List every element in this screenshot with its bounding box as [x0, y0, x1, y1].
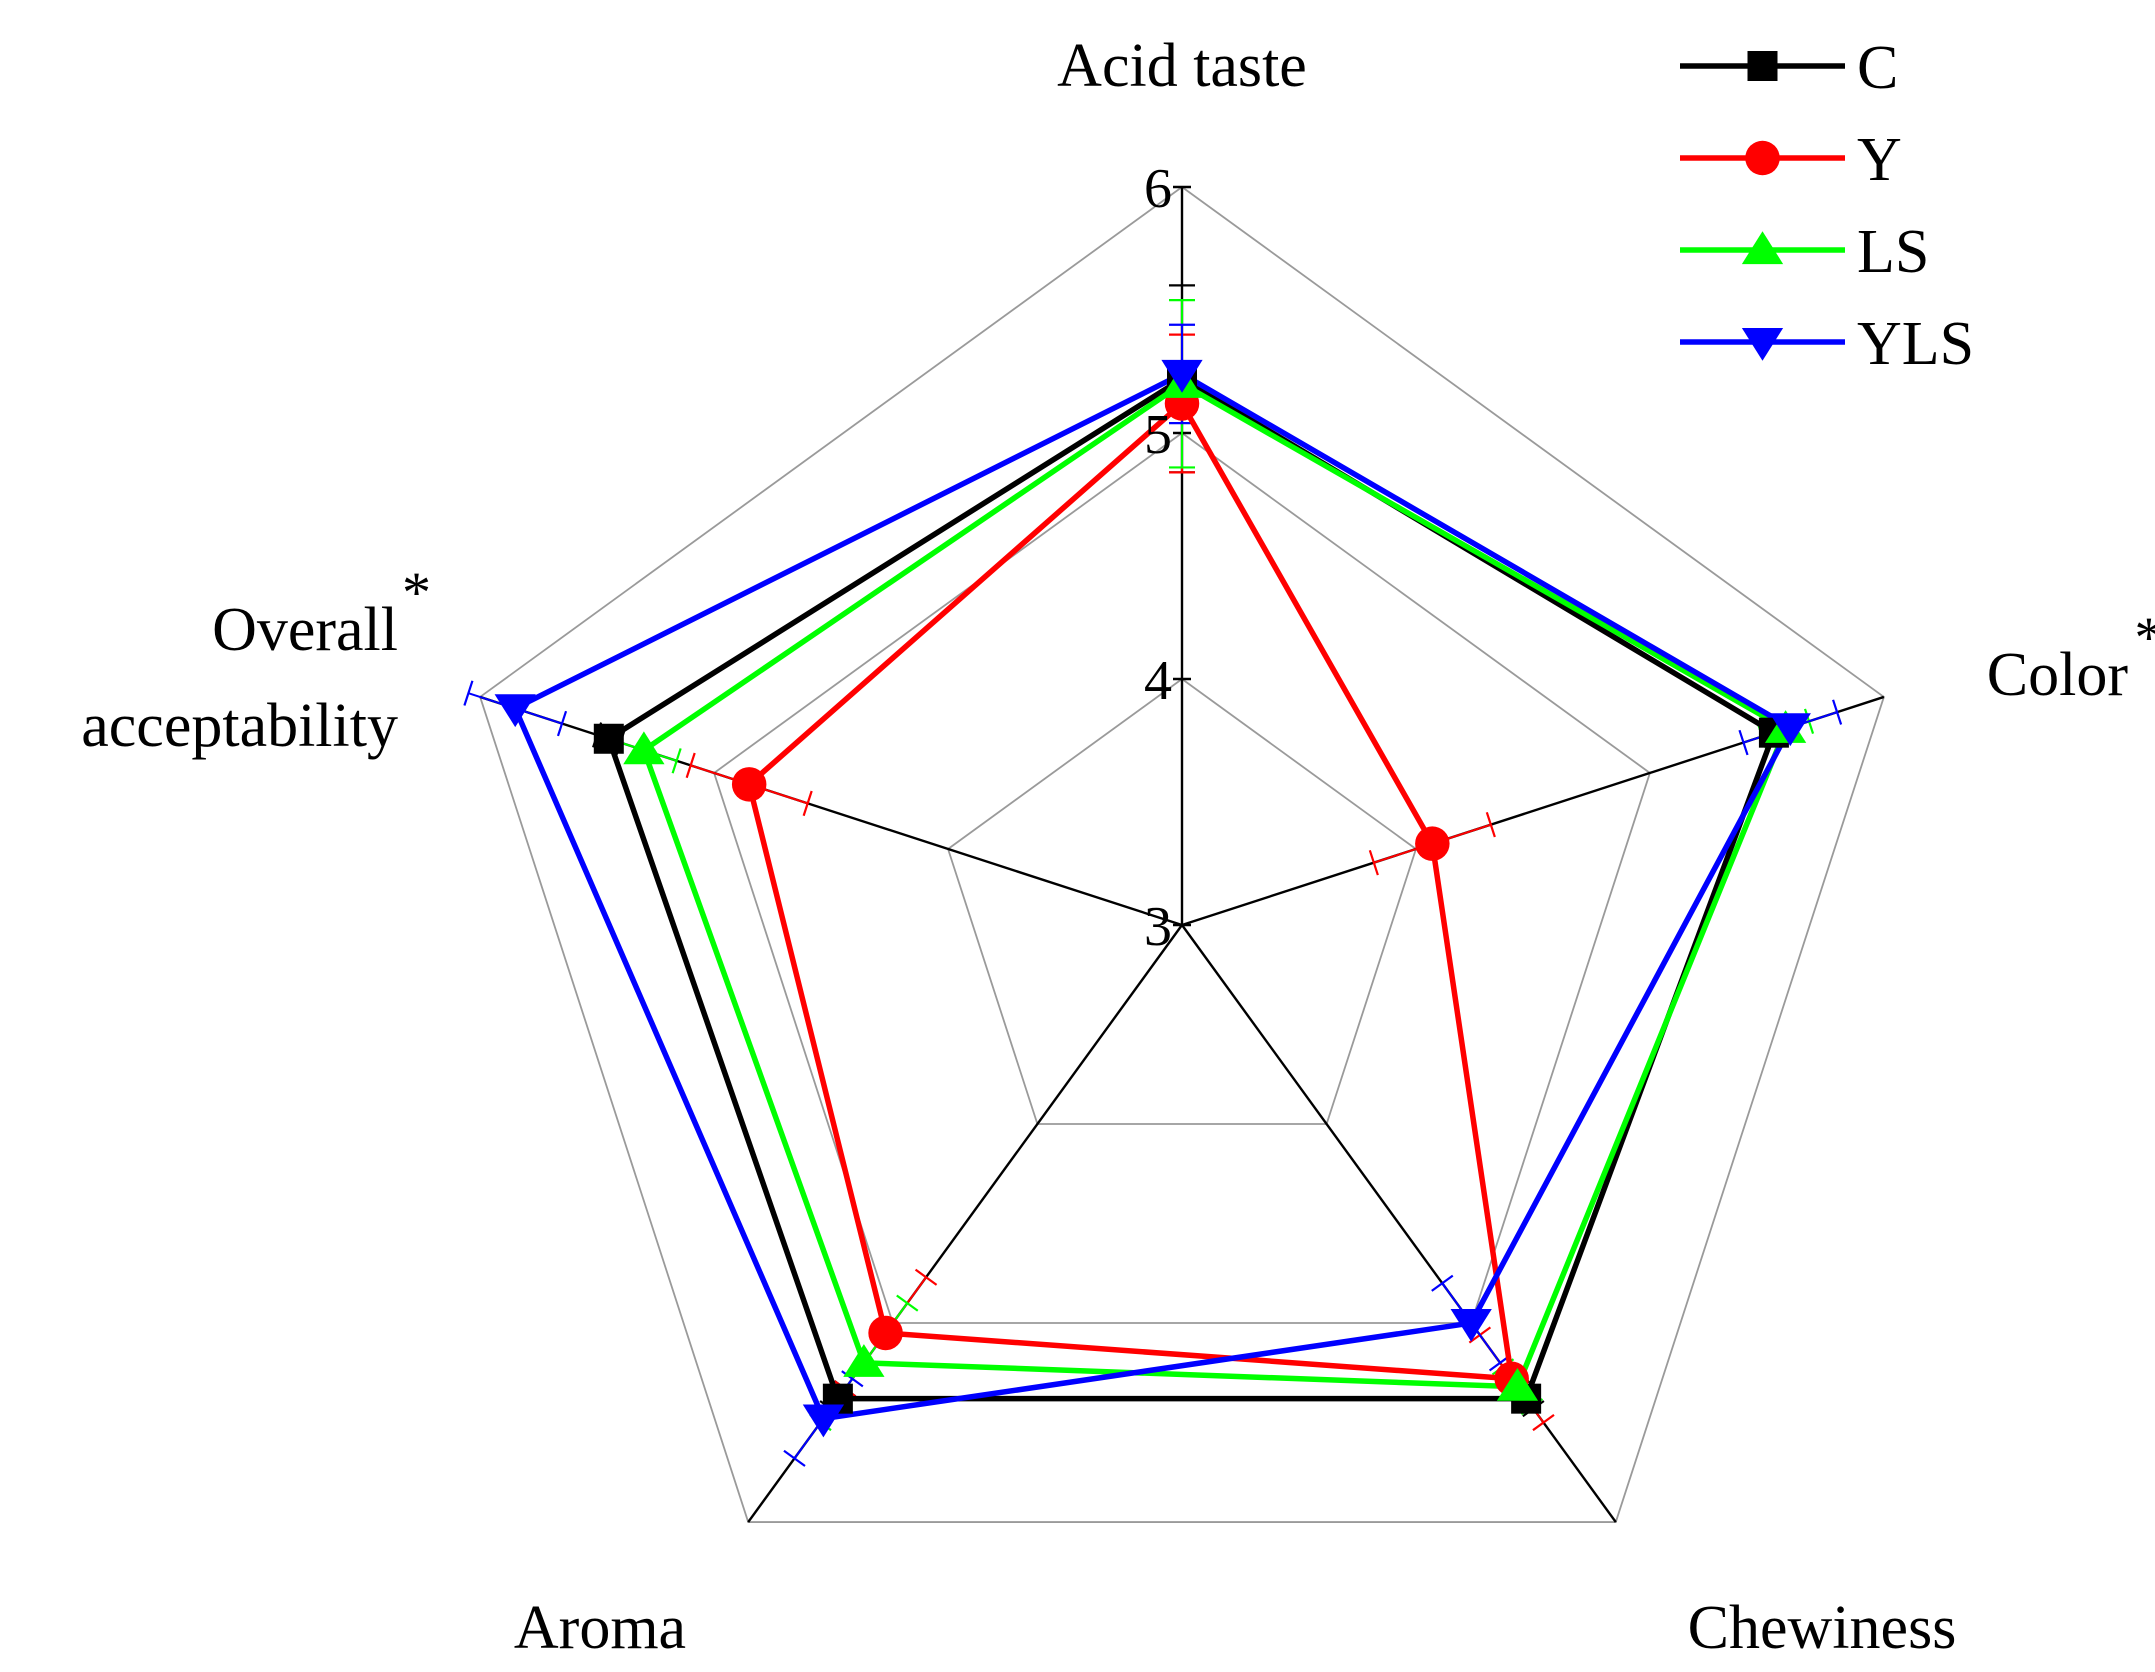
error-cap-y [1368, 849, 1379, 876]
spoke-chewiness [1181, 924, 1617, 1523]
series-line-yls [511, 370, 1794, 1422]
legend-marker-yls [1741, 327, 1784, 361]
series-line-ls [640, 380, 1790, 1390]
marker-yls [1161, 359, 1203, 393]
error-cap-yls [783, 1449, 806, 1467]
error-cap-yls [1738, 729, 1749, 756]
legend-label-y: Y [1857, 126, 1902, 194]
error-cap-yls [463, 680, 474, 706]
marker-ls [623, 731, 665, 765]
error-cap-y [1532, 1414, 1555, 1432]
tick-label: 3 [1144, 896, 1172, 958]
series-line-y [746, 399, 1515, 1382]
marker-yls [1450, 1308, 1492, 1342]
radial-tick-labels: 3 4 5 6 [1144, 158, 1172, 958]
marker-yls [802, 1404, 845, 1438]
error-cap-ls [896, 1294, 919, 1312]
error-cap-y [914, 1268, 938, 1286]
marker-ls [1496, 1367, 1539, 1401]
marker-yls [1769, 713, 1811, 747]
error-cap-y [685, 752, 696, 779]
axis-label-acid-taste: Acid taste [1057, 32, 1307, 100]
axis-labels: Acid tasteColor*ChewinessAromaOverallacc… [81, 32, 2155, 1662]
grid-ring-6 [479, 185, 1885, 1523]
significance-marker: * [402, 560, 431, 625]
marker-y [1415, 826, 1450, 861]
error-cap-yls [1832, 699, 1843, 725]
radar-grid [479, 185, 1885, 1523]
series-markers [494, 359, 1811, 1438]
grid-ring-4 [946, 677, 1418, 1125]
series-line-c [605, 375, 1778, 1402]
marker-yls [494, 694, 536, 728]
marker-y [731, 767, 767, 802]
axis-label-aroma: Aroma [514, 1594, 686, 1662]
error-cap-yls [556, 710, 568, 737]
axis-label-overall-acceptability: Overall acceptability [81, 596, 398, 760]
error-cap-yls [1431, 1274, 1454, 1292]
legend-marker-c [1747, 51, 1778, 81]
significance-marker: * [2134, 605, 2155, 670]
error-cap-y [1485, 811, 1496, 838]
legend-label-yls: YLS [1857, 310, 1974, 378]
grid-ring-5 [713, 431, 1651, 1324]
legend-marker-y [1745, 140, 1780, 176]
axis-label-color: Color [1987, 641, 2129, 709]
legend-marker-ls [1741, 231, 1784, 265]
marker-ls [843, 1344, 885, 1377]
error-cap-y [802, 790, 813, 817]
legend-label-c: C [1857, 34, 1898, 102]
tick-label: 4 [1144, 650, 1172, 712]
tick-label: 5 [1144, 404, 1172, 466]
axis-label-chewiness: Chewiness [1688, 1594, 1957, 1662]
marker-y [868, 1315, 903, 1351]
series-lines [511, 370, 1794, 1422]
spoke-overall-acceptability [479, 695, 1183, 927]
error-cap-ls [671, 748, 682, 774]
marker-c [593, 723, 624, 754]
legend-label-ls: LS [1857, 218, 1929, 286]
tick-label: 6 [1144, 158, 1172, 220]
